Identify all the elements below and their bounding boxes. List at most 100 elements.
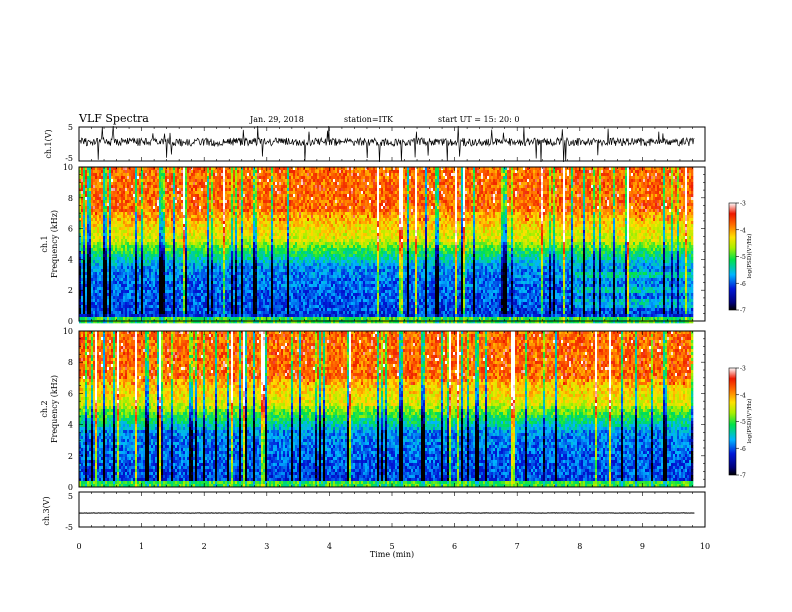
spectrogram-cell [497, 194, 499, 197]
spectrogram-cell [403, 173, 405, 176]
spectrogram-cell [205, 188, 207, 191]
spectrogram-cell [335, 206, 337, 209]
spectrogram-cell [445, 203, 447, 206]
spectrogram-cell [329, 194, 331, 197]
spectrogram-cell [571, 185, 573, 188]
spectrogram-cell [223, 170, 225, 173]
spectrogram-cell [303, 170, 305, 173]
spectrogram-cell [221, 170, 223, 173]
spectrogram-cell [193, 176, 195, 179]
spectrogram-cell [251, 197, 253, 200]
spectrogram-cell [289, 170, 291, 173]
spectrogram-cell [685, 182, 687, 185]
spectrogram-cell [547, 194, 549, 197]
spectrogram-cell [299, 182, 301, 185]
spectrogram-cell [195, 191, 197, 194]
spectrogram-cell [589, 179, 591, 182]
spectrogram-cell [241, 182, 243, 185]
spectrogram-cell [423, 212, 425, 215]
spectrogram-cell [587, 191, 589, 194]
spectrogram-cell [437, 194, 439, 197]
spectrogram-cell [361, 173, 363, 176]
spectrogram-cell [407, 197, 409, 200]
spectrogram-cell [663, 176, 665, 179]
spectrogram-cell [503, 173, 505, 176]
spectrogram-cell [683, 197, 685, 200]
spectrogram-cell [629, 188, 631, 191]
spectrogram-cell [311, 176, 313, 179]
spectrogram-cell [235, 173, 237, 176]
spectrogram-cell [359, 194, 361, 197]
spectrogram-cell [87, 209, 89, 212]
spectrogram-cell [361, 203, 363, 206]
spectrogram-cell [417, 173, 419, 176]
spectrogram-cell [319, 194, 321, 197]
spectrogram-cell [265, 194, 267, 197]
spectrogram-cell [331, 200, 333, 203]
spectrogram-cell [443, 206, 445, 209]
spectrogram-cell [299, 191, 301, 194]
spectrogram-cell [423, 203, 425, 206]
spectrogram-cell [453, 188, 455, 191]
spectrogram-cell [343, 197, 345, 200]
spectrogram-cell [367, 170, 369, 173]
spectrogram-cell [403, 200, 405, 203]
spectrogram-cell [87, 191, 89, 194]
spectrogram-cell [581, 200, 583, 203]
spectrogram-cell [337, 209, 339, 212]
spectrogram-cell [265, 182, 267, 185]
spectrogram-cell [587, 206, 589, 209]
spectrogram-cell [97, 170, 99, 173]
spectrogram-cell [659, 200, 661, 203]
spectrogram-cell [581, 209, 583, 212]
spectrogram-cell [293, 176, 295, 179]
spectrogram-cell [157, 179, 159, 182]
spectrogram-cell [417, 212, 419, 215]
spectrogram-cell [109, 170, 111, 173]
spectrogram-cell [151, 182, 153, 185]
spectrogram-cell [463, 191, 465, 194]
spectrogram-cell [267, 212, 269, 215]
spectrogram-cell [659, 173, 661, 176]
spectrogram-cell [295, 194, 297, 197]
spectrogram-cell [221, 194, 223, 197]
spectrogram-cell [393, 182, 395, 185]
spectrogram-cell [511, 191, 513, 194]
spectrogram-cell [117, 188, 119, 191]
spectrogram-cell [575, 188, 577, 191]
spectrogram-cell [269, 179, 271, 182]
spectrogram-cell [159, 209, 161, 212]
spectrogram-cell [209, 170, 211, 173]
spectrogram-cell [425, 197, 427, 200]
spectrogram-cell [309, 212, 311, 215]
spectrogram-cell [261, 200, 263, 203]
spectrogram-cell [295, 212, 297, 215]
spectrogram-cell [429, 197, 431, 200]
spectrogram-cell [581, 176, 583, 179]
spectrogram-cell [207, 206, 209, 209]
spectrogram-cell [87, 188, 89, 191]
spectrogram-cell [581, 191, 583, 194]
spectrogram-cell [573, 209, 575, 212]
spectrogram-cell [681, 188, 683, 191]
spectrogram-cell [453, 197, 455, 200]
spectrogram-cell [187, 185, 189, 188]
spectrogram-cell [103, 209, 105, 212]
spectrogram-cell [455, 170, 457, 173]
spectrogram-cell [553, 188, 555, 191]
spectrogram-cell [97, 185, 99, 188]
spectrogram-cell [615, 194, 617, 197]
spectrogram-cell [469, 191, 471, 194]
spectrogram-cell [143, 176, 145, 179]
spectrogram-cell [201, 212, 203, 215]
spectrogram-cell [137, 212, 139, 215]
spectrogram-cell [257, 206, 259, 209]
spectrogram-cell [159, 206, 161, 209]
spectrogram-cell [349, 203, 351, 206]
spectrogram-cell [619, 200, 621, 203]
spectrogram-cell [457, 185, 459, 188]
spectrogram-cell [601, 209, 603, 212]
spectrogram-cell [453, 185, 455, 188]
spectrogram-cell [425, 185, 427, 188]
spectrogram-cell [165, 200, 167, 203]
